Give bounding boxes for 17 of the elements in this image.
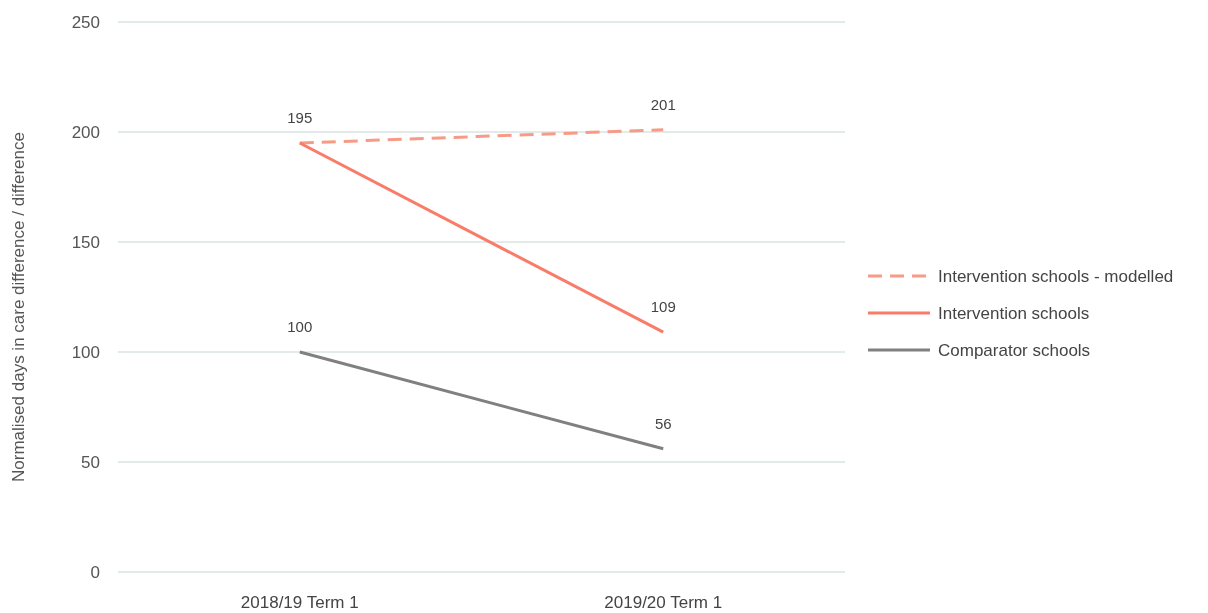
y-tick-label: 0 <box>90 562 100 582</box>
data-label: 100 <box>287 318 313 335</box>
y-tick-label: 150 <box>71 232 100 252</box>
x-tick-label: 2018/19 Term 1 <box>240 593 359 612</box>
x-tick-label: 2019/20 Term 1 <box>604 593 723 612</box>
y-tick-label: 250 <box>71 12 100 32</box>
y-tick-label: 100 <box>71 342 100 362</box>
legend-label: Comparator schools <box>938 340 1091 360</box>
y-axis-title: Normalised days in care difference / difference <box>9 132 28 482</box>
data-label: 109 <box>650 298 676 316</box>
data-label: 56 <box>654 414 672 432</box>
y-tick-label: 200 <box>71 122 100 142</box>
data-label: 201 <box>650 95 676 113</box>
legend-label: Intervention schools - modelled <box>938 266 1174 286</box>
legend-label: Intervention schools <box>938 303 1090 323</box>
data-label: 195 <box>287 109 313 126</box>
y-tick-label: 50 <box>81 452 100 472</box>
